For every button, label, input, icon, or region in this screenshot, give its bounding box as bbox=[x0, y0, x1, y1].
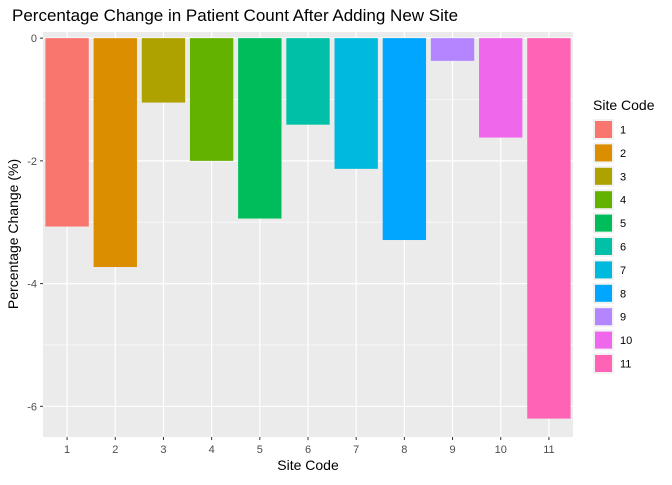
bar-site-2 bbox=[93, 38, 137, 268]
legend-swatch-8 bbox=[595, 284, 612, 302]
legend-swatch-4 bbox=[595, 191, 612, 209]
chart-title: Percentage Change in Patient Count After… bbox=[12, 6, 458, 25]
legend-label-6: 6 bbox=[620, 242, 626, 254]
legend-label-4: 4 bbox=[620, 195, 626, 207]
bar-site-1 bbox=[45, 38, 89, 227]
legend-swatch-11 bbox=[595, 355, 612, 372]
legend-label-11: 11 bbox=[620, 359, 631, 371]
legend-label-1: 1 bbox=[620, 125, 626, 137]
x-tick-label: 4 bbox=[209, 444, 215, 456]
legend-label-7: 7 bbox=[620, 265, 626, 277]
x-tick-label: 7 bbox=[353, 444, 359, 456]
bar-site-7 bbox=[334, 38, 378, 169]
y-tick-label: -4 bbox=[27, 279, 37, 291]
bar-site-9 bbox=[430, 38, 475, 61]
legend-label-8: 8 bbox=[620, 288, 626, 300]
y-tick-label: -6 bbox=[27, 401, 37, 413]
x-tick-label: 2 bbox=[112, 444, 118, 456]
legend-title: Site Code bbox=[593, 97, 655, 113]
x-tick-label: 1 bbox=[64, 444, 70, 456]
x-tick-label: 9 bbox=[449, 444, 455, 456]
bar-site-8 bbox=[382, 38, 427, 241]
legend-label-2: 2 bbox=[620, 148, 626, 160]
x-tick-label: 6 bbox=[305, 444, 311, 456]
x-tick-label: 5 bbox=[257, 444, 263, 456]
legend-swatch-5 bbox=[595, 214, 612, 232]
bar-site-3 bbox=[141, 38, 186, 103]
x-tick-label: 3 bbox=[160, 444, 166, 456]
bar-site-6 bbox=[286, 38, 330, 125]
y-axis-title: Percentage Change (%) bbox=[5, 159, 21, 309]
legend-label-5: 5 bbox=[620, 218, 626, 230]
x-tick-label: 10 bbox=[495, 444, 507, 456]
x-axis: 1 2 3 4 5 6 7 8 9 10 11 bbox=[64, 437, 555, 456]
legend-swatch-10 bbox=[595, 331, 612, 349]
bar-site-11 bbox=[527, 38, 571, 419]
legend-label-9: 9 bbox=[620, 312, 626, 324]
legend-label-10: 10 bbox=[620, 335, 632, 347]
legend-swatch-3 bbox=[595, 167, 612, 185]
bar-site-10 bbox=[479, 38, 523, 138]
legend-swatch-7 bbox=[595, 261, 612, 279]
y-tick-label: -2 bbox=[27, 156, 37, 168]
legend-swatch-1 bbox=[595, 121, 612, 138]
legend: Site Code 1 2 3 4 5 6 7 8 9 10 11 bbox=[593, 97, 655, 374]
y-axis: 0 -2 -4 -6 bbox=[27, 33, 43, 413]
x-tick-label: 11 bbox=[543, 444, 554, 456]
legend-swatch-6 bbox=[595, 238, 612, 255]
bar-site-4 bbox=[189, 38, 234, 161]
legend-label-3: 3 bbox=[620, 171, 626, 183]
y-tick-label: 0 bbox=[31, 33, 37, 45]
x-tick-label: 8 bbox=[401, 444, 407, 456]
bar-site-5 bbox=[238, 38, 282, 219]
legend-swatch-9 bbox=[595, 308, 612, 326]
legend-swatch-2 bbox=[595, 144, 612, 162]
x-axis-title: Site Code bbox=[277, 457, 339, 473]
bars-group bbox=[45, 38, 571, 419]
